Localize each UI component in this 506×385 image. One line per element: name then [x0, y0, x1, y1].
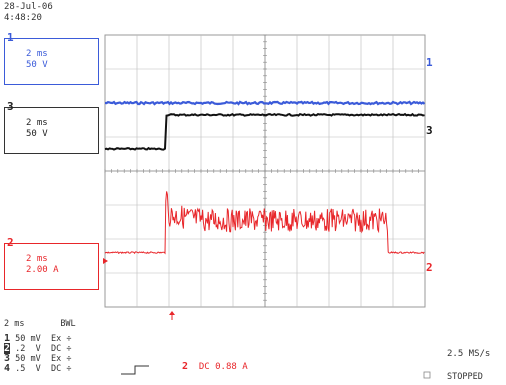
channel-1-right-marker: 1	[426, 56, 433, 69]
timestamp-date: 28-Jul-06	[4, 2, 53, 12]
timebase-value: 2 ms	[4, 319, 25, 329]
sample-rate: 2.5 MS/s	[447, 349, 491, 359]
channel-2-volt-div: 2.00 A	[26, 265, 59, 275]
trigger-text: DC 0.88 A	[198, 362, 248, 372]
channel-2-time-div: 2 ms	[26, 254, 48, 264]
channel-setting-4-text: .5 V DC ÷	[15, 364, 72, 374]
channel-setting-3[interactable]: 3 50 mV Ex ÷	[4, 353, 72, 365]
graticule	[104, 34, 426, 308]
channel-1-box-values: 2 ms 50 V	[26, 49, 48, 71]
channel-1-box-number: 1	[7, 31, 14, 44]
bwl-label: BWL	[60, 319, 76, 329]
channel-3-box-number: 3	[7, 100, 14, 113]
channel-2-right-marker: 2	[426, 261, 433, 274]
trigger-position-marker	[169, 311, 175, 320]
channel-3-right-marker: 3	[426, 124, 433, 137]
acquisition-status[interactable]: STOPPED	[447, 372, 483, 382]
channel-3-box-values: 2 ms 50 V	[26, 118, 48, 140]
channel-3-box[interactable]: 3 2 ms 50 V	[4, 101, 99, 154]
channel-setting-3-num: 3	[4, 353, 11, 364]
timestamp-time: 4:48:20	[4, 13, 42, 23]
channel-3-volt-div: 50 V	[26, 129, 48, 139]
trigger-readout[interactable]: 2 DC 0.88 A	[182, 361, 248, 372]
trigger-channel: 2	[182, 361, 189, 372]
channel-2-trace	[104, 191, 425, 255]
channel-1-trace	[104, 100, 426, 106]
channel-setting-3-text: 50 mV Ex ÷	[15, 354, 72, 364]
channel-3-time-div: 2 ms	[26, 118, 48, 128]
channel-setting-1-num: 1	[4, 333, 11, 344]
timebase-row: 2 ms BWL	[4, 319, 76, 329]
channel-setting-2-num: 2	[4, 343, 11, 354]
channel-2-ground-marker	[103, 258, 108, 264]
channel-1-box[interactable]: 1 2 ms 50 V	[4, 32, 99, 85]
channel-2-box-number: 2	[7, 236, 14, 249]
channel-2-box[interactable]: 2 2 ms 2.00 A	[4, 237, 99, 290]
channel-setting-4-num: 4	[4, 363, 11, 374]
channel-1-time-div: 2 ms	[26, 49, 48, 59]
timestamp: 28-Jul-06 4:48:20	[4, 2, 53, 24]
channel-setting-1-text: 50 mV Ex ÷	[15, 334, 72, 344]
channel-setting-2-text: .2 V DC ÷	[15, 344, 72, 354]
channel-setting-2[interactable]: 2 .2 V DC ÷	[4, 343, 72, 354]
channel-setting-4[interactable]: 4 .5 V DC ÷	[4, 363, 72, 375]
channel-setting-1[interactable]: 1 50 mV Ex ÷	[4, 333, 72, 345]
trigger-slope-icon	[121, 365, 149, 375]
waveforms	[104, 100, 426, 255]
channel-1-volt-div: 50 V	[26, 60, 48, 70]
status-indicator-icon	[423, 371, 431, 379]
channel-2-box-values: 2 ms 2.00 A	[26, 254, 59, 276]
channel-3-trace	[104, 112, 425, 151]
